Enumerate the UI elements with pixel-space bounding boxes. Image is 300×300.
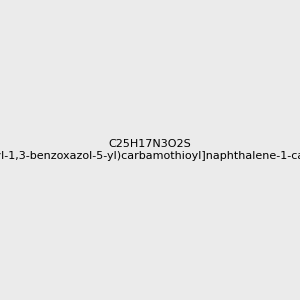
Text: C25H17N3O2S
N-[(2-phenyl-1,3-benzoxazol-5-yl)carbamothioyl]naphthalene-1-carboxa: C25H17N3O2S N-[(2-phenyl-1,3-benzoxazol-… [0,139,300,161]
